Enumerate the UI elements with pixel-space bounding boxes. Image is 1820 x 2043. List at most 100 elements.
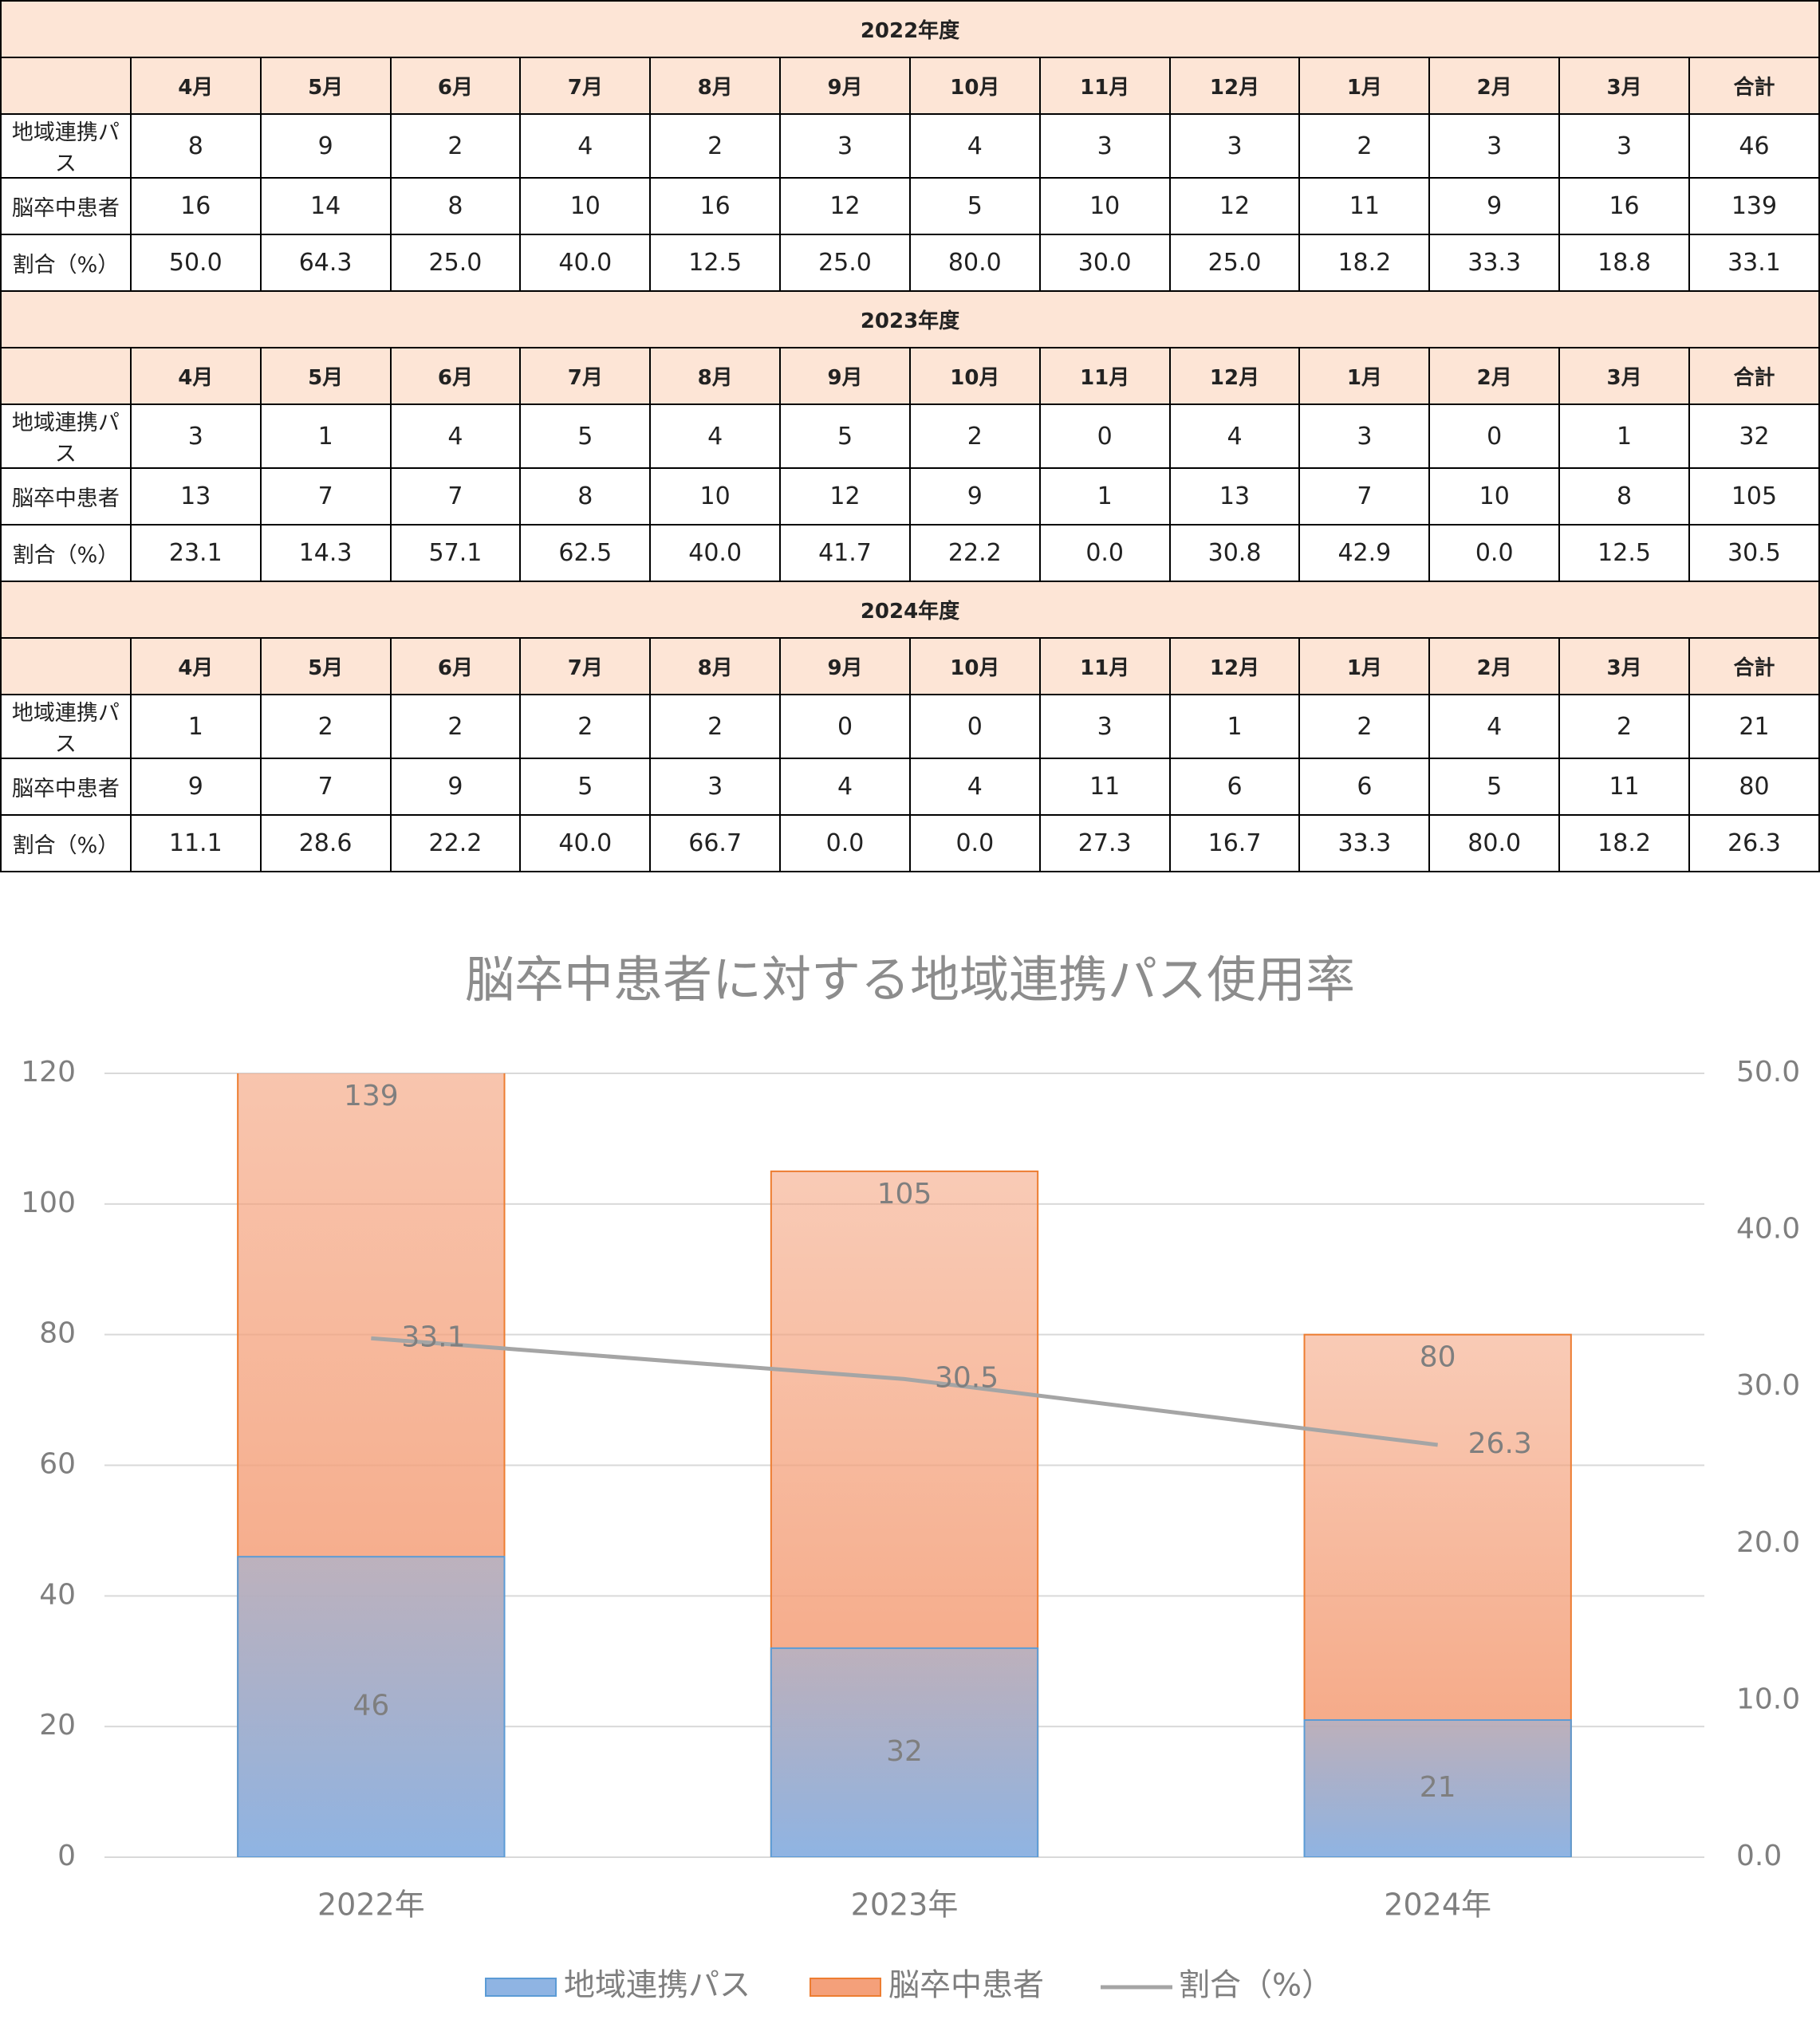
- cell: 3: [1038, 694, 1171, 759]
- cell: 2: [1298, 113, 1431, 179]
- row-label: 脳卒中患者: [0, 177, 132, 235]
- cell: 11: [1038, 758, 1171, 816]
- cell: 9: [129, 758, 262, 816]
- row-label: 地域連携パス: [0, 113, 132, 179]
- cell: 3: [1428, 113, 1561, 179]
- cell: 9: [908, 467, 1041, 526]
- line-label: 30.5: [935, 1361, 999, 1394]
- title-row: 2023年度: [0, 290, 1820, 348]
- cell: 12: [779, 177, 911, 235]
- cell: 12: [1168, 177, 1301, 235]
- line-label: 33.1: [401, 1321, 465, 1353]
- cell: 27.3: [1038, 814, 1171, 872]
- column-header: 7月: [519, 637, 652, 695]
- cell: 40.0: [519, 234, 652, 292]
- data-label: 105: [877, 1178, 932, 1210]
- cell: 4: [908, 758, 1041, 816]
- cell: 0.0: [1038, 524, 1171, 582]
- data-row: 割合（%） 11.1 28.6 22.2 40.0 66.7 0.0 0.0 27.3 16.7 3…: [0, 814, 1820, 872]
- cell: 9: [1428, 177, 1561, 235]
- cell: 10: [649, 467, 782, 526]
- cell: 0.0: [779, 814, 911, 872]
- row-label: 割合（%）: [0, 524, 132, 582]
- cell: 7: [259, 467, 392, 526]
- cell: 42.9: [1298, 524, 1431, 582]
- y2-tick-label: 30.0: [1736, 1369, 1800, 1402]
- row-label: 地域連携パス: [0, 403, 132, 469]
- cell: 4: [389, 403, 522, 469]
- column-header: 4月: [129, 637, 262, 695]
- cell: 18.2: [1298, 234, 1431, 292]
- cell: 8: [519, 467, 652, 526]
- column-header: 4月: [129, 57, 262, 115]
- column-header: 1月: [1298, 347, 1431, 405]
- column-header: 10月: [908, 57, 1041, 115]
- cell: 139: [1688, 177, 1820, 235]
- cell: 18.2: [1558, 814, 1690, 872]
- cell: 32: [1688, 403, 1820, 469]
- cell: 4: [1168, 403, 1301, 469]
- column-header: 6月: [389, 347, 522, 405]
- cell: 14.3: [259, 524, 392, 582]
- cell: 28.6: [259, 814, 392, 872]
- column-header: 5月: [259, 57, 392, 115]
- cell: 3: [1168, 113, 1301, 179]
- column-header: 8月: [649, 637, 782, 695]
- bars: [237, 1073, 1572, 1857]
- cell: 13: [1168, 467, 1301, 526]
- data-label: 139: [344, 1080, 399, 1112]
- cell: 1: [1038, 467, 1171, 526]
- corner-cell: [0, 347, 132, 405]
- cell: 1: [1168, 694, 1301, 759]
- cell: 9: [259, 113, 392, 179]
- title-row: 2024年度: [0, 581, 1820, 639]
- column-header: 合計: [1688, 637, 1820, 695]
- cell: 16: [129, 177, 262, 235]
- line-label: 26.3: [1468, 1427, 1532, 1460]
- cell: 7: [389, 467, 522, 526]
- column-header: 12月: [1168, 347, 1301, 405]
- cell: 105: [1688, 467, 1820, 526]
- cell: 0.0: [1428, 524, 1561, 582]
- cell: 8: [129, 113, 262, 179]
- y2-tick-label: 20.0: [1736, 1526, 1800, 1559]
- tables: 2022年度 4月 5月 6月 7月 8月 9月 10月 11月 12月 1月 2月 3月 合計 地域連携パ…: [0, 0, 1820, 872]
- corner-cell: [0, 637, 132, 695]
- row-label: 地域連携パス: [0, 694, 132, 759]
- x-tick-label: 2022年: [317, 1888, 425, 1923]
- column-header: 6月: [389, 637, 522, 695]
- bar: [1303, 1718, 1572, 1857]
- data-label: 46: [353, 1690, 389, 1722]
- cell: 33.1: [1688, 234, 1820, 292]
- cell: 62.5: [519, 524, 652, 582]
- cell: 30.0: [1038, 234, 1171, 292]
- column-header: 合計: [1688, 57, 1820, 115]
- header-row: 4月 5月 6月 7月 8月 9月 10月 11月 12月 1月 2月 3月 合計: [0, 637, 1820, 695]
- cell: 3: [649, 758, 782, 816]
- data-label: 32: [886, 1735, 923, 1768]
- cell: 4: [1428, 694, 1561, 759]
- y-tick-label: 60: [39, 1448, 76, 1481]
- cell: 2: [649, 694, 782, 759]
- column-header: 1月: [1298, 57, 1431, 115]
- row-label: 脳卒中患者: [0, 758, 132, 816]
- column-header: 2月: [1428, 637, 1561, 695]
- cell: 0: [779, 694, 911, 759]
- table-title: 2024年度: [0, 581, 1820, 639]
- legend-swatch: [810, 1978, 881, 1997]
- cell: 3: [779, 113, 911, 179]
- column-header: 11月: [1038, 347, 1171, 405]
- cell: 1: [1558, 403, 1690, 469]
- column-header: 7月: [519, 57, 652, 115]
- y2-tick-label: 50.0: [1736, 1056, 1800, 1088]
- row-label: 割合（%）: [0, 234, 132, 292]
- header-row: 4月 5月 6月 7月 8月 9月 10月 11月 12月 1月 2月 3月 合計: [0, 57, 1820, 115]
- legend-swatch: [485, 1978, 557, 1997]
- y-tick-label: 80: [39, 1317, 76, 1350]
- line: [371, 1336, 1438, 1447]
- cell: 30.5: [1688, 524, 1820, 582]
- y-tick-label: 120: [21, 1056, 76, 1088]
- data-table: 2022年度 4月 5月 6月 7月 8月 9月 10月 11月 12月 1月 2月 3月 合計 地域連携パ…: [0, 0, 1820, 872]
- cell: 26.3: [1688, 814, 1820, 872]
